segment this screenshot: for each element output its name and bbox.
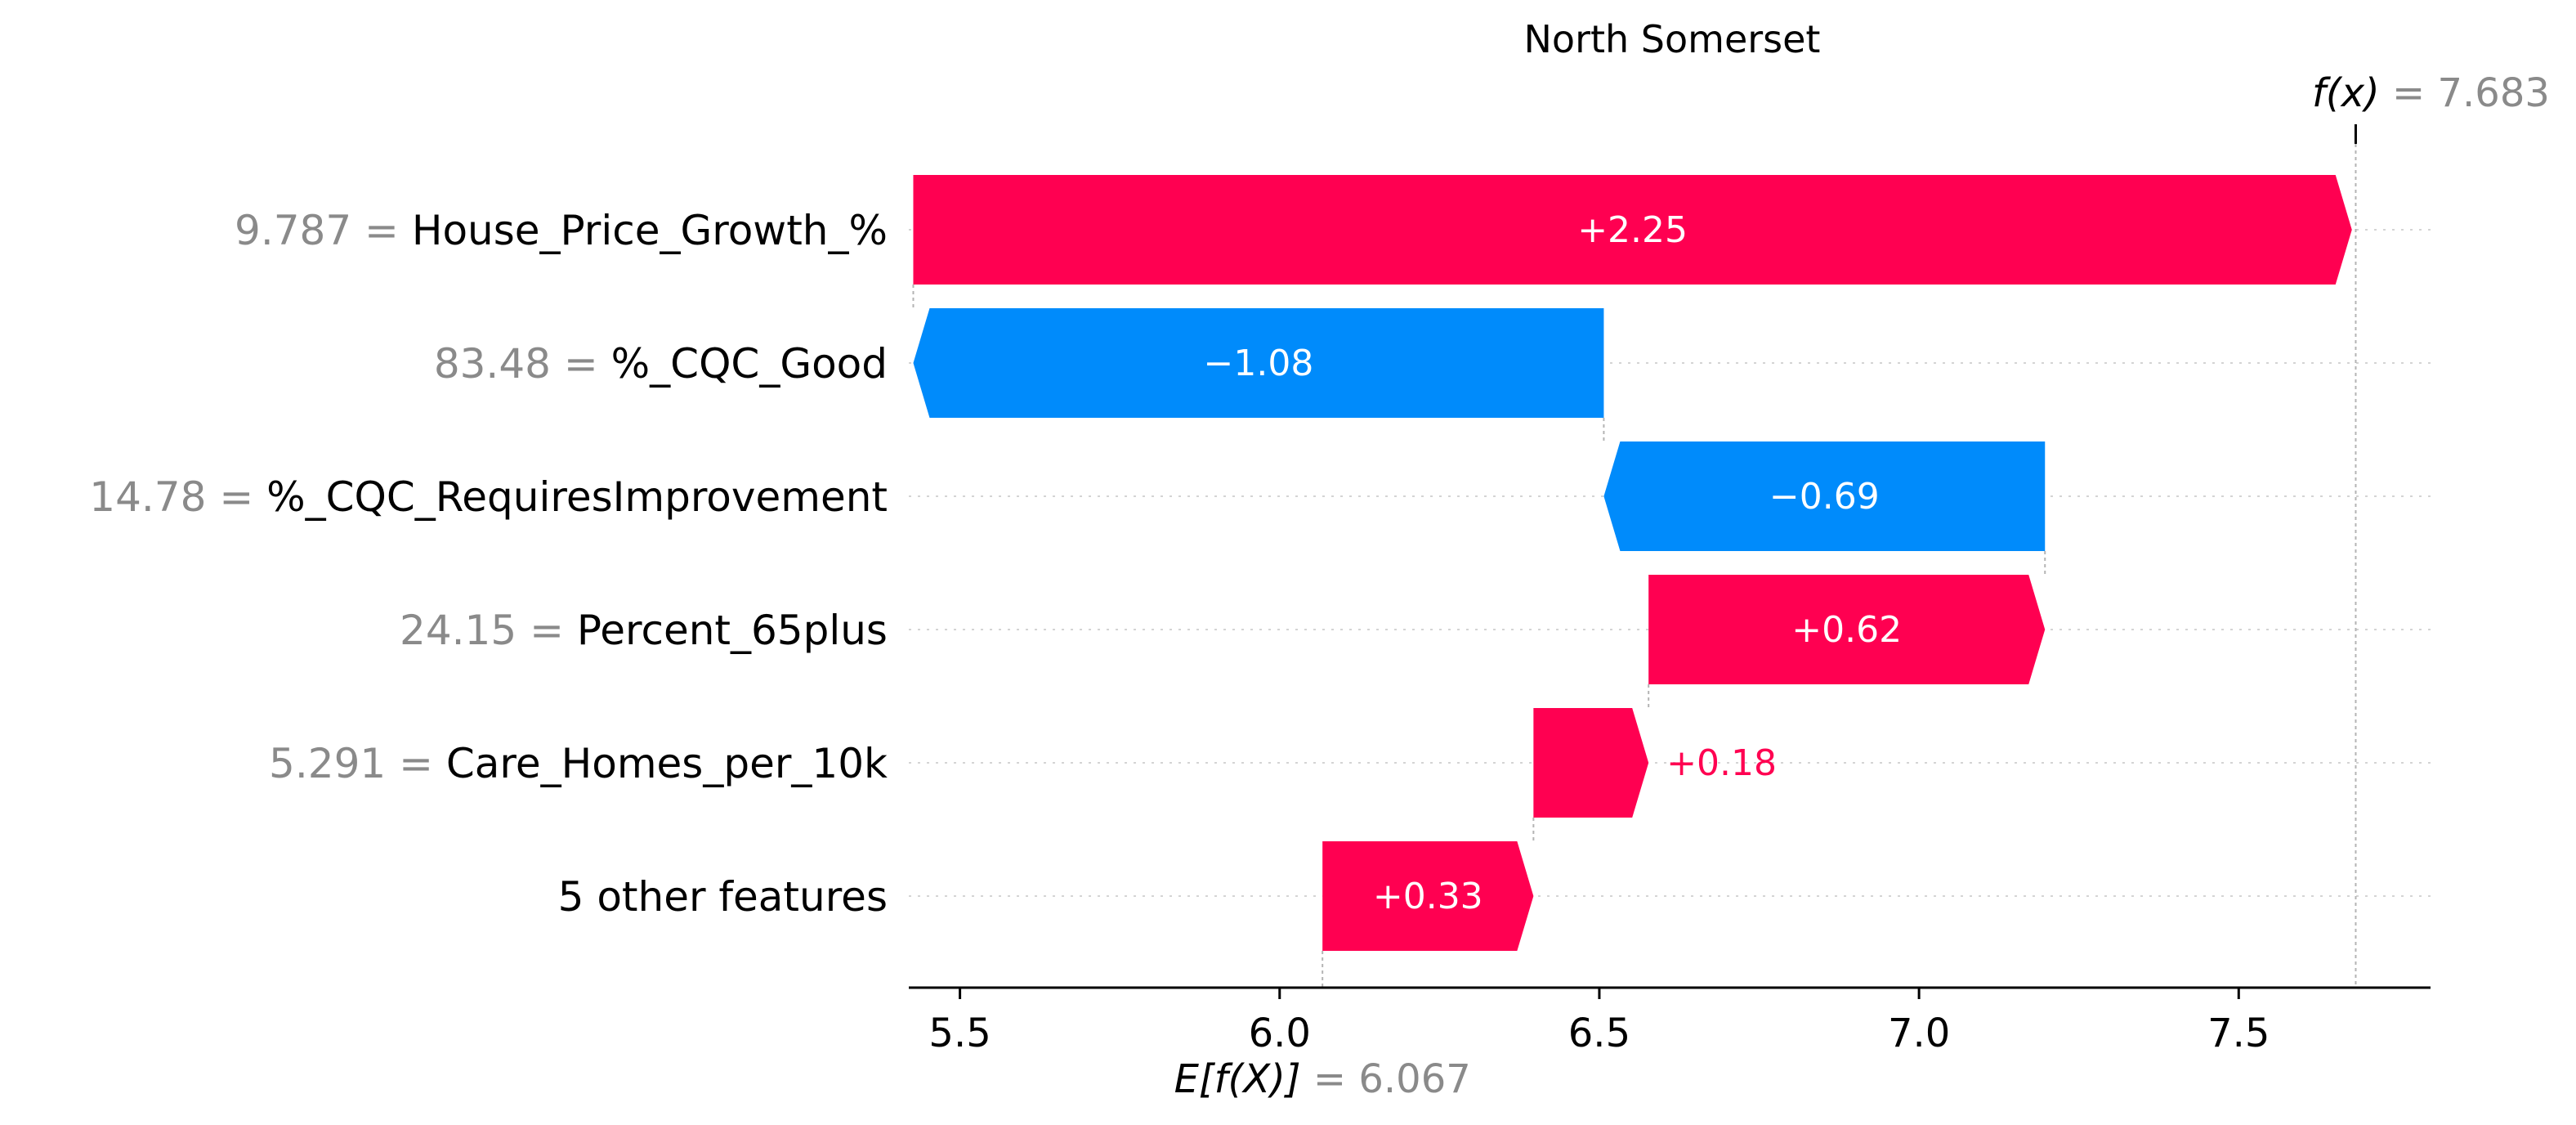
- bar-negative: [913, 308, 1604, 418]
- bar-value-label: +2.25: [1577, 209, 1688, 251]
- feature-value: 14.78 =: [89, 473, 266, 521]
- x-tick-label: 6.5: [1568, 1011, 1630, 1056]
- x-axis: 5.5 6.0 6.5 7.0 7.5 E[f(X)] = 6.067 f(x) = 7.6…: [909, 70, 2550, 1102]
- x-tick-label: 6.0: [1249, 1011, 1311, 1056]
- x-tick-label: 5.5: [928, 1011, 991, 1056]
- feature-value: 5.291 =: [269, 740, 446, 787]
- bar-positive: [1648, 575, 2046, 684]
- output-value-symbol: f(x): [2312, 70, 2392, 116]
- bar-value-label: −0.69: [1769, 476, 1880, 518]
- bar-positive: [1533, 708, 1649, 818]
- bar-value-label: −1.08: [1204, 343, 1314, 384]
- base-value-symbol: E[f(X)]: [1174, 1056, 1313, 1102]
- connector-lines: [912, 137, 2357, 988]
- bars: [913, 175, 2352, 951]
- feature-labels: +2.25 9.787 = House_Price_Growth_% −1.08 83…: [89, 207, 1902, 921]
- output-value-number: = 7.683: [2392, 70, 2550, 116]
- feature-value: 83.48 =: [434, 340, 611, 388]
- bar-negative: [1603, 441, 2046, 551]
- feature-label: 9.787 = House_Price_Growth_%: [235, 207, 888, 254]
- x-tick-label: 7.0: [1888, 1011, 1950, 1056]
- bar-value-label: +0.33: [1373, 876, 1483, 917]
- feature-value: 24.15 =: [400, 607, 577, 654]
- bar-positive: [913, 175, 2352, 285]
- bar-value-label: +0.62: [1791, 609, 1902, 651]
- x-tick-label: 7.5: [2207, 1011, 2270, 1056]
- feature-label: 5.291 = Care_Homes_per_10k: [269, 740, 888, 787]
- feature-name: %_CQC_RequiresImprovement: [266, 473, 888, 521]
- feature-name: %_CQC_Good: [611, 340, 888, 388]
- chart-title: North Somerset: [1524, 17, 1821, 61]
- feature-label: 5 other features: [558, 873, 888, 921]
- feature-label: 14.78 = %_CQC_RequiresImprovement: [89, 473, 888, 521]
- output-value-label: f(x) = 7.683: [2312, 70, 2550, 116]
- feature-value: 9.787 =: [235, 207, 412, 254]
- base-value-label: E[f(X)] = 6.067: [1174, 1056, 1471, 1102]
- feature-name: 5 other features: [558, 873, 888, 921]
- feature-name: Care_Homes_per_10k: [446, 740, 888, 787]
- feature-name: Percent_65plus: [577, 607, 888, 654]
- feature-name: House_Price_Growth_%: [412, 207, 888, 254]
- bar-value-label: +0.18: [1666, 742, 1777, 784]
- base-value-number: = 6.067: [1313, 1056, 1471, 1102]
- bar-positive: [1322, 841, 1534, 951]
- feature-label: 83.48 = %_CQC_Good: [434, 340, 888, 388]
- feature-label: 24.15 = Percent_65plus: [400, 607, 888, 654]
